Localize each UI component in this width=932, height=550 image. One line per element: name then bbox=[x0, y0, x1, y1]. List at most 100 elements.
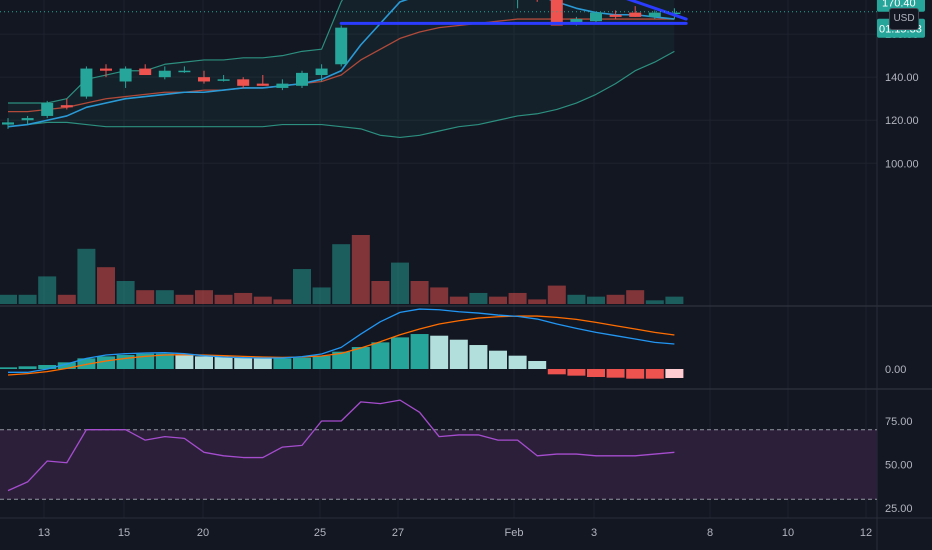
time-tick-label: Feb bbox=[505, 527, 524, 539]
volume-bar bbox=[410, 281, 429, 304]
volume-bar bbox=[312, 287, 331, 304]
macd-histogram-bar bbox=[626, 369, 645, 379]
bollinger-lower-line bbox=[7, 50, 675, 139]
volume-bar bbox=[547, 285, 566, 304]
macd-tick-label: 0.00 bbox=[885, 364, 906, 376]
price-tick-label: 120.00 bbox=[885, 115, 919, 127]
macd-histogram-bar bbox=[410, 334, 429, 369]
macd-histogram-bar bbox=[391, 337, 409, 369]
candle-body bbox=[158, 70, 171, 78]
volume-bar bbox=[489, 296, 507, 304]
volume-bar bbox=[332, 244, 351, 304]
candle-body bbox=[315, 68, 328, 76]
macd-histogram-bar bbox=[175, 355, 194, 369]
volume-bar bbox=[351, 235, 370, 304]
macd-histogram-bar bbox=[547, 369, 566, 375]
slow-ma-line bbox=[8, 18, 675, 113]
macd-histogram-bar bbox=[469, 345, 488, 369]
candle-body bbox=[570, 19, 583, 24]
volume-bar bbox=[430, 287, 449, 304]
candle-body bbox=[550, 0, 563, 26]
bollinger-upper-line bbox=[8, 0, 344, 104]
volume-bar bbox=[38, 276, 57, 304]
macd-histogram-bar bbox=[665, 369, 684, 378]
macd-histogram-bar bbox=[489, 350, 507, 369]
volume-bar bbox=[234, 292, 253, 304]
volume-bar bbox=[606, 294, 625, 304]
candle-body bbox=[335, 27, 348, 65]
rsi-line bbox=[7, 399, 675, 492]
macd-histogram-bar bbox=[214, 357, 233, 369]
macd-histogram-bar bbox=[253, 358, 272, 369]
candle-body bbox=[178, 70, 191, 73]
volume-bar bbox=[77, 248, 96, 304]
bollinger-fill bbox=[8, 0, 675, 138]
macd-histogram-bar bbox=[371, 342, 390, 369]
rsi-tick-label: 25.00 bbox=[885, 503, 913, 515]
candlesticks bbox=[2, 0, 681, 129]
macd-histogram-bar bbox=[587, 369, 605, 377]
macd-histogram-bar bbox=[273, 358, 292, 369]
rsi-tick-label: 75.00 bbox=[885, 416, 913, 428]
macd-pane[interactable] bbox=[0, 308, 684, 379]
bollinger-basis-line bbox=[7, 0, 675, 128]
rsi-pane[interactable] bbox=[0, 399, 877, 500]
price-pane[interactable] bbox=[0, 0, 877, 304]
time-tick-label: 27 bbox=[392, 527, 404, 539]
trendline-upper[interactable] bbox=[361, 0, 688, 21]
macd-histogram-bar bbox=[195, 356, 213, 369]
candle-body bbox=[217, 79, 230, 81]
candle-body bbox=[256, 83, 269, 86]
macd-histogram-bar bbox=[606, 369, 625, 378]
candle-body bbox=[668, 12, 681, 15]
macd-histogram-bar bbox=[508, 355, 527, 369]
volume-bar bbox=[273, 299, 292, 304]
macd-histogram-bar bbox=[18, 366, 37, 369]
time-axis[interactable]: 13 15 20 25 27 Feb 3 8 10 12 bbox=[38, 527, 872, 539]
candle-body bbox=[60, 105, 73, 108]
candle-body bbox=[198, 77, 210, 82]
volume-bar bbox=[469, 292, 488, 304]
volume-bar bbox=[97, 267, 115, 304]
last-price-value: 170.40 bbox=[882, 0, 916, 10]
volume-bars bbox=[0, 235, 684, 304]
volume-bar bbox=[195, 290, 213, 304]
time-tick-label: 13 bbox=[38, 527, 50, 539]
volume-bar bbox=[665, 296, 684, 304]
volume-bar bbox=[645, 300, 664, 304]
macd-histogram-bar bbox=[57, 362, 76, 369]
time-tick-label: 25 bbox=[314, 527, 326, 539]
currency-label[interactable]: USD bbox=[889, 8, 919, 30]
candle-body bbox=[41, 103, 54, 116]
volume-bar bbox=[587, 296, 605, 304]
trendlines[interactable] bbox=[0, 0, 877, 25]
candle-body bbox=[21, 118, 34, 121]
volume-bar bbox=[57, 294, 76, 304]
candle-body bbox=[100, 68, 112, 71]
bollinger-lines bbox=[7, 0, 675, 139]
macd-histogram-bar bbox=[293, 357, 311, 369]
volume-bar bbox=[253, 296, 272, 304]
volume-bar bbox=[116, 281, 135, 304]
macd-histogram-bar bbox=[430, 335, 449, 369]
macd-histogram-bar bbox=[136, 353, 155, 369]
rsi-tick-label: 50.00 bbox=[885, 460, 913, 472]
time-tick-label: 12 bbox=[860, 527, 872, 539]
candle-body bbox=[139, 68, 152, 76]
time-tick-label: 20 bbox=[197, 527, 209, 539]
macd-signal-line bbox=[7, 315, 675, 376]
volume-bar bbox=[136, 290, 155, 304]
time-tick-label: 10 bbox=[782, 527, 794, 539]
macd-histogram-bar bbox=[38, 365, 57, 369]
candle-body bbox=[80, 68, 93, 97]
macd-histogram-bar bbox=[645, 369, 664, 379]
macd-histogram-bar bbox=[312, 355, 331, 369]
macd-histogram-bar bbox=[528, 361, 547, 369]
volume-bar bbox=[626, 290, 645, 304]
rsi-band bbox=[0, 429, 877, 500]
volume-bar bbox=[155, 290, 174, 304]
candle-body bbox=[629, 12, 642, 17]
volume-bar bbox=[528, 299, 547, 304]
